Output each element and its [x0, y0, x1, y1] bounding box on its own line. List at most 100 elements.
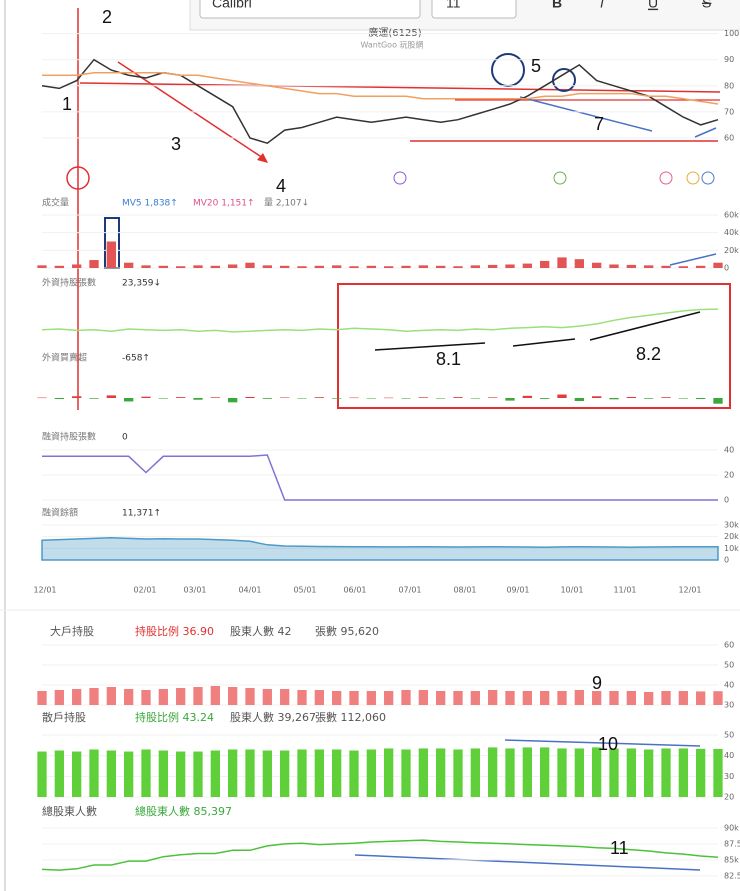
trend-line — [512, 338, 576, 347]
bar — [696, 398, 706, 400]
bar — [280, 689, 290, 705]
font-name[interactable]: Calibri — [212, 0, 252, 11]
y-tick-label: 40 — [724, 681, 734, 690]
size-box[interactable] — [431, 0, 517, 19]
font-box[interactable] — [199, 0, 421, 19]
bar — [626, 396, 636, 398]
y-tick-label: 0 — [724, 556, 729, 565]
bar — [592, 396, 602, 398]
event-icon — [553, 171, 567, 185]
bar — [332, 691, 342, 705]
chart-title: 廣運(6125) — [368, 26, 421, 39]
bar — [193, 265, 203, 268]
bar — [574, 259, 584, 268]
annotation: 4 — [276, 176, 286, 196]
strike-button[interactable]: S — [702, 0, 711, 11]
panel-label: 外資買賣超 — [42, 352, 87, 364]
bar — [609, 398, 619, 400]
bar — [557, 691, 567, 705]
blue-arrow — [354, 854, 701, 871]
trend-line — [374, 342, 486, 351]
line — [42, 71, 719, 105]
bar — [314, 749, 324, 797]
bar — [470, 691, 480, 705]
line — [41, 308, 719, 333]
bar — [418, 265, 428, 268]
bar — [592, 691, 602, 705]
annotation: 9 — [592, 673, 602, 693]
y-tick-label: 82.5k — [724, 871, 740, 880]
bar — [436, 748, 446, 797]
bar — [210, 750, 220, 797]
bar — [470, 748, 480, 797]
y-tick-label: 50 — [724, 661, 734, 670]
blue-arrow — [694, 127, 717, 138]
box — [337, 283, 731, 409]
y-tick-label: 40 — [724, 751, 734, 760]
x-tick-label: 03/01 — [183, 586, 206, 595]
panel-label: 總股東人數 — [42, 804, 97, 818]
bar — [228, 749, 238, 797]
panel-label: MV5 1,838↑ — [122, 199, 178, 209]
bar — [522, 263, 532, 268]
y-tick-label: 30 — [724, 772, 734, 781]
italic-button[interactable]: I — [600, 0, 604, 11]
bar — [678, 266, 688, 268]
panel-label: MV20 1,151↑ — [193, 199, 255, 209]
bar — [106, 395, 116, 398]
y-tick-label: 100 — [724, 29, 739, 38]
event-icon — [659, 171, 673, 185]
annotation: 1 — [62, 94, 72, 114]
bar — [522, 747, 532, 797]
y-tick-label: 60 — [724, 133, 734, 142]
bar — [54, 265, 64, 268]
underline-button[interactable]: U — [648, 0, 658, 11]
bar — [332, 398, 342, 399]
bar — [384, 748, 394, 797]
bar — [72, 264, 82, 268]
bar — [349, 691, 359, 705]
bar — [37, 751, 47, 797]
bar — [124, 751, 134, 797]
bar — [72, 689, 82, 705]
bar — [366, 749, 376, 797]
bar — [574, 690, 584, 705]
bar — [557, 748, 567, 797]
bar — [106, 687, 116, 705]
red-line — [79, 82, 721, 93]
bar — [713, 691, 723, 705]
bar — [522, 395, 532, 398]
bar — [314, 265, 324, 268]
area — [41, 537, 719, 561]
panel-label: 張數 112,060 — [315, 711, 386, 724]
panel-label: 融資餘額 — [42, 507, 78, 519]
bar — [141, 690, 151, 705]
bar — [401, 265, 411, 268]
bar — [245, 749, 255, 797]
panel-label: 成交量 — [42, 197, 69, 209]
bar — [228, 398, 238, 403]
bar — [418, 748, 428, 797]
annotation: 7 — [594, 114, 604, 134]
panel-label: -658↑ — [122, 354, 150, 364]
line — [42, 454, 718, 501]
trend-line — [589, 311, 701, 341]
bold-button[interactable]: B — [552, 0, 562, 11]
x-tick-label: 10/01 — [560, 586, 583, 595]
bar — [54, 750, 64, 797]
source: WantGoo 玩股網 — [360, 40, 423, 50]
panel-label: 0 — [122, 433, 128, 443]
annotation: 2 — [102, 7, 112, 27]
font-size[interactable]: 11 — [446, 0, 461, 11]
bar — [72, 396, 82, 398]
bar — [210, 397, 220, 398]
bar — [401, 749, 411, 797]
panel-label: 張數 95,620 — [315, 625, 379, 638]
panel-label: 總股東人數 85,397 — [135, 804, 232, 818]
x-tick-label: 04/01 — [238, 586, 261, 595]
bar — [72, 751, 82, 797]
panel-label: 大戶持股 — [50, 624, 94, 638]
bar — [158, 689, 168, 705]
bar — [384, 266, 394, 268]
